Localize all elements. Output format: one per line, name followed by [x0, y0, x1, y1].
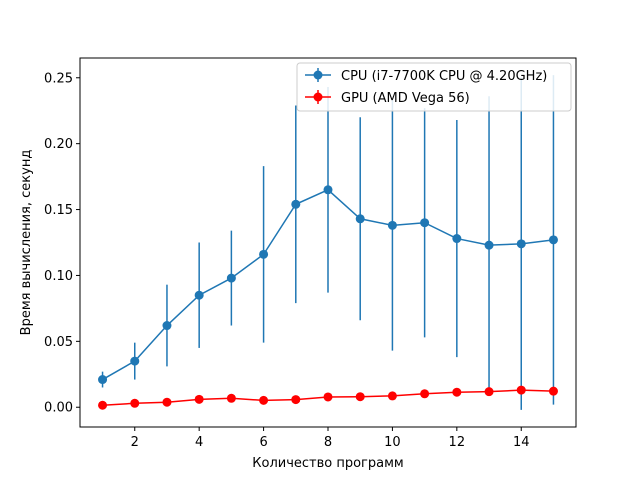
x-tick-label: 12 — [449, 435, 466, 450]
x-axis-ticks: 2 4 6 8 10 12 14 — [131, 427, 530, 450]
gpu-data-point — [516, 385, 526, 395]
cpu-data-point — [323, 185, 333, 195]
cpu-data-point — [387, 220, 397, 230]
y-tick-label: 0.20 — [44, 137, 73, 152]
x-axis-label: Количество программ — [252, 456, 403, 471]
cpu-data-point — [226, 273, 236, 283]
cpu-data-point — [484, 240, 494, 250]
gpu-data-point — [194, 394, 204, 404]
gpu-data-point — [130, 398, 140, 408]
cpu-data-point — [291, 199, 301, 209]
gpu-data-point — [484, 387, 494, 397]
gpu-data-point — [355, 392, 365, 402]
gpu-legend-marker — [313, 92, 323, 102]
y-tick-label: 0.00 — [44, 401, 73, 416]
cpu-data-point — [259, 249, 269, 259]
gpu-data-point — [420, 389, 430, 399]
legend: CPU (i7-7700K CPU @ 4.20GHz) GPU (AMD Veg… — [296, 62, 572, 112]
cpu-legend-marker — [313, 70, 323, 80]
gpu-legend-label: GPU (AMD Vega 56) — [341, 91, 470, 106]
x-tick-label: 6 — [259, 435, 267, 450]
gpu-data-point — [259, 395, 269, 405]
cpu-data-point — [98, 375, 108, 385]
y-axis-label: Время вычисления, секунд — [19, 150, 34, 336]
cpu-data-point — [194, 290, 204, 300]
gpu-data-point — [452, 387, 462, 397]
cpu-legend-label: CPU (i7-7700K CPU @ 4.20GHz) — [341, 69, 547, 84]
cpu-data-point — [452, 234, 462, 244]
y-tick-label: 0.05 — [44, 335, 73, 350]
x-tick-label: 8 — [324, 435, 332, 450]
cpu-data-point — [130, 356, 140, 366]
gpu-data-point — [98, 400, 108, 410]
data-points — [98, 185, 558, 410]
cpu-data-point — [548, 235, 558, 245]
gpu-data-point — [162, 397, 172, 407]
cpu-data-point — [162, 321, 172, 331]
x-tick-label: 2 — [131, 435, 139, 450]
y-tick-label: 0.25 — [44, 71, 73, 86]
gpu-data-point — [323, 392, 333, 402]
y-axis-ticks: 0.00 0.05 0.10 0.15 0.20 0.25 — [44, 71, 80, 416]
cpu-data-point — [516, 239, 526, 249]
x-tick-label: 4 — [195, 435, 203, 450]
gpu-data-point — [387, 391, 397, 401]
legend-box — [296, 62, 572, 112]
cpu-data-point — [420, 218, 430, 228]
y-tick-label: 0.10 — [44, 269, 73, 284]
gpu-data-point — [291, 395, 301, 405]
gpu-data-point — [548, 386, 558, 396]
cpu-data-point — [355, 214, 365, 224]
y-tick-label: 0.15 — [44, 203, 73, 218]
gpu-data-point — [226, 393, 236, 403]
x-tick-label: 14 — [513, 435, 530, 450]
x-tick-label: 10 — [384, 435, 401, 450]
